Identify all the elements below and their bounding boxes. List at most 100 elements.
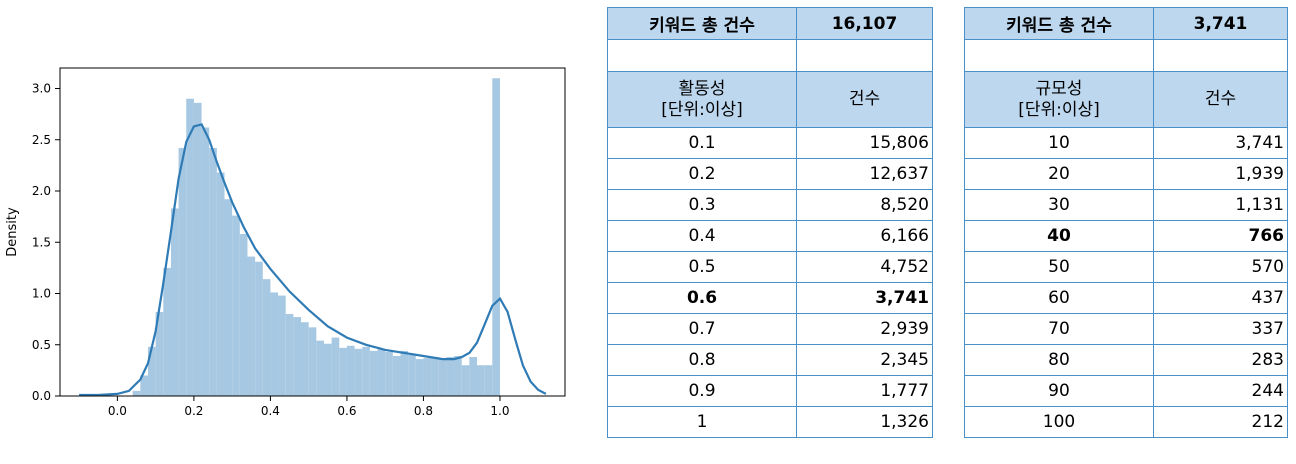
activity-count-cell: 2,345 xyxy=(796,344,933,376)
histogram-bar xyxy=(224,199,233,396)
histogram-bar xyxy=(186,98,194,396)
table-row: 100 212 xyxy=(964,406,1288,438)
y-tick-label: 0.5 xyxy=(32,338,51,352)
histogram-bar xyxy=(255,261,263,396)
activity-threshold-cell: 0.1 xyxy=(607,127,797,159)
scale-count-cell: 766 xyxy=(1153,220,1288,252)
activity-count-cell: 4,752 xyxy=(796,251,933,283)
table-row: 70 337 xyxy=(964,313,1288,345)
histogram-bar xyxy=(178,147,187,396)
blank-cell xyxy=(1153,39,1288,72)
table-row: 0.3 8,520 xyxy=(607,189,933,221)
activity-count-cell: 3,741 xyxy=(796,282,933,314)
histogram-bar xyxy=(431,357,439,396)
table-row: 0.8 2,345 xyxy=(607,344,933,376)
scale-total-row: 키워드 총 건수 3,741 xyxy=(964,7,1288,40)
histogram-bar xyxy=(232,215,240,396)
scale-threshold-cell: 20 xyxy=(964,158,1154,190)
histogram-bar xyxy=(362,346,370,396)
activity-header-row: 활동성 [단위:이상] 건수 xyxy=(607,71,933,128)
table-row: 30 1,131 xyxy=(964,189,1288,221)
scale-blank-row xyxy=(964,39,1288,72)
activity-count-cell: 12,637 xyxy=(796,158,933,190)
histogram-bar xyxy=(354,348,363,396)
y-tick-label: 1.5 xyxy=(32,235,51,249)
table-row: 50 570 xyxy=(964,251,1288,283)
histogram-bar xyxy=(454,356,462,396)
activity-table-body: 키워드 총 건수 16,107 활동성 [단위:이상] 건수 0.1 15,806… xyxy=(607,7,933,438)
y-axis-ticks: 0.0 0.5 1.0 1.5 2.0 2.5 3.0 xyxy=(32,82,60,403)
histogram-bar xyxy=(331,337,340,396)
histogram-bar xyxy=(392,356,401,396)
histogram-bar xyxy=(484,365,493,396)
activity-count-cell: 2,939 xyxy=(796,313,933,345)
histogram-bar xyxy=(339,347,347,396)
scale-total-value: 3,741 xyxy=(1153,7,1288,40)
y-tick-label: 3.0 xyxy=(32,82,51,96)
scale-count-cell: 1,131 xyxy=(1153,189,1288,221)
histogram-bar xyxy=(377,348,386,396)
table-row: 0.1 15,806 xyxy=(607,127,933,159)
scale-count-cell: 212 xyxy=(1153,406,1288,438)
table-row: 60 437 xyxy=(964,282,1288,314)
histogram-bar xyxy=(438,358,447,396)
x-axis-ticks: 0.0 0.2 0.4 0.6 0.8 1.0 xyxy=(108,396,510,418)
activity-threshold-cell: 0.4 xyxy=(607,220,797,252)
histogram-bar xyxy=(147,346,156,396)
histogram-bar xyxy=(193,102,202,396)
histogram-bar xyxy=(477,365,485,396)
table-row: 40 766 xyxy=(964,220,1288,252)
scale-count-cell: 283 xyxy=(1153,344,1288,376)
histogram-bar xyxy=(247,256,256,396)
activity-threshold-cell: 0.6 xyxy=(607,282,797,314)
activity-threshold-cell: 1 xyxy=(607,406,797,438)
activity-threshold-cell: 0.7 xyxy=(607,313,797,345)
activity-threshold-cell: 0.2 xyxy=(607,158,797,190)
histogram-bar xyxy=(293,317,302,396)
histogram-bar xyxy=(278,295,286,396)
y-axis-label: Density xyxy=(5,207,20,257)
table-row: 90 244 xyxy=(964,375,1288,407)
scale-count-cell: 3,741 xyxy=(1153,127,1288,159)
histogram-bar xyxy=(446,357,455,396)
histogram-bar xyxy=(155,311,164,396)
histogram-bar xyxy=(132,390,141,396)
table-row: 20 1,939 xyxy=(964,158,1288,190)
density-chart: 0.0 0.2 0.4 0.6 0.8 1.0 0.0 0.5 1.0 1.5 2.0 2.5 3.0… xyxy=(0,0,590,464)
table-row: 0.7 2,939 xyxy=(607,313,933,345)
scale-threshold-cell: 70 xyxy=(964,313,1154,345)
scale-threshold-cell: 10 xyxy=(964,127,1154,159)
histogram-bar xyxy=(346,345,355,396)
histogram-bar xyxy=(239,234,248,396)
histogram-bar xyxy=(323,343,332,396)
x-tick-label: 0.8 xyxy=(414,404,433,418)
activity-table: 키워드 총 건수 16,107 활동성 [단위:이상] 건수 0.1 15,806… xyxy=(607,7,933,438)
histogram-bar xyxy=(461,365,470,396)
scale-threshold-cell: 100 xyxy=(964,406,1154,438)
activity-total-row: 키워드 총 건수 16,107 xyxy=(607,7,933,40)
histogram-bar xyxy=(492,78,500,396)
x-tick-label: 0.4 xyxy=(261,404,280,418)
table-row: 0.2 12,637 xyxy=(607,158,933,190)
y-tick-label: 2.0 xyxy=(32,184,51,198)
table-row: 1 1,326 xyxy=(607,406,933,438)
table-row: 0.6 3,741 xyxy=(607,282,933,314)
activity-count-cell: 6,166 xyxy=(796,220,933,252)
histogram-bar xyxy=(308,327,317,396)
blank-cell xyxy=(964,39,1154,72)
table-row: 0.5 4,752 xyxy=(607,251,933,283)
activity-header-threshold: 활동성 [단위:이상] xyxy=(607,71,797,128)
activity-count-cell: 8,520 xyxy=(796,189,933,221)
y-tick-label: 1.0 xyxy=(32,287,51,301)
activity-threshold-cell: 0.3 xyxy=(607,189,797,221)
x-tick-label: 0.6 xyxy=(337,404,356,418)
scale-table: 키워드 총 건수 3,741 규모성 [단위:이상] 건수 10 3,741 20 1… xyxy=(964,7,1288,438)
scale-header-count: 건수 xyxy=(1153,71,1288,128)
x-tick-label: 1.0 xyxy=(490,404,509,418)
histogram-bars xyxy=(132,78,500,396)
histogram-bar xyxy=(163,267,171,396)
scale-threshold-cell: 30 xyxy=(964,189,1154,221)
activity-threshold-cell: 0.9 xyxy=(607,375,797,407)
scale-threshold-cell: 80 xyxy=(964,344,1154,376)
density-chart-svg: 0.0 0.2 0.4 0.6 0.8 1.0 0.0 0.5 1.0 1.5 2.0 2.5 3.0… xyxy=(5,67,566,418)
